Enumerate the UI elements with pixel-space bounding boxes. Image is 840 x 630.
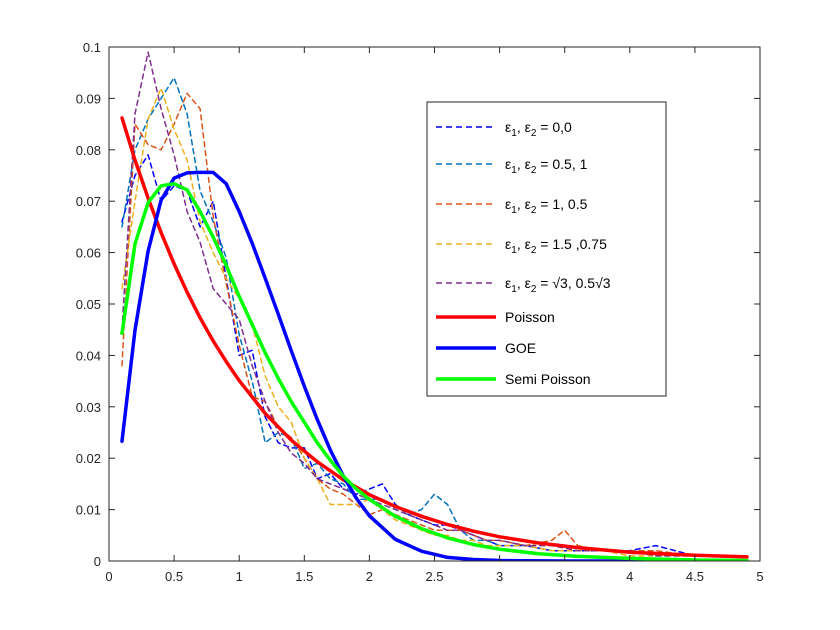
series-line-poisson xyxy=(120,116,749,559)
y-tick-label: 0.03 xyxy=(76,400,101,415)
legend-label: ε1, ε2 = 1.5 ,0.75 xyxy=(505,236,607,256)
series-line-1-2-3-0-5-3 xyxy=(121,51,748,557)
y-tick-label: 0 xyxy=(94,554,101,569)
legend-label: ε1, ε2 = 1, 0.5 xyxy=(505,196,588,216)
series-layer xyxy=(120,51,749,561)
series-line-1-2-1-5-0-75 xyxy=(121,87,748,557)
x-tick-label: 5 xyxy=(756,569,763,584)
x-tick-label: 2.5 xyxy=(425,569,443,584)
legend-label: ε1, ε2 = 0,0 xyxy=(505,119,572,139)
x-tick-label: 1.5 xyxy=(295,569,313,584)
x-tick-label: 3 xyxy=(496,569,503,584)
legend: ε1, ε2 = 0,0 ε1, ε2 = 0.5, 1 ε1, ε2 = 1, 0… xyxy=(426,101,667,397)
x-tick-label: 4.5 xyxy=(686,569,704,584)
legend-label: ε1, ε2 = √3, 0.5√3 xyxy=(505,275,611,295)
y-tick-label: 0.05 xyxy=(76,297,101,312)
series-line-semi-poisson xyxy=(120,181,749,561)
plot-area xyxy=(120,51,749,561)
x-tick-label: 3.5 xyxy=(556,569,574,584)
y-tick-label: 0.1 xyxy=(83,40,101,55)
ticks-layer: 0 0.5 1 1.5 2 2.5 3 3.5 4 4.5 5 0 0.01 0.02 0.03 0.04 0.… xyxy=(76,40,764,584)
legend-label: Poisson xyxy=(505,309,555,325)
y-tick-label: 0.04 xyxy=(76,348,101,363)
x-tick-label: 0.5 xyxy=(165,569,183,584)
y-tick-label: 0.06 xyxy=(76,246,101,261)
series-line-1-2-0-5-1 xyxy=(121,77,748,557)
x-tick-label: 2 xyxy=(366,569,373,584)
legend-label: GOE xyxy=(505,340,536,356)
series-line-goe xyxy=(120,170,749,561)
y-tick-label: 0.08 xyxy=(76,143,101,158)
y-tick-label: 0.01 xyxy=(76,503,101,518)
y-tick-label: 0.09 xyxy=(76,91,101,106)
legend-label: Semi Poisson xyxy=(505,371,591,387)
legend-label: ε1, ε2 = 0.5, 1 xyxy=(505,156,588,176)
x-tick-label: 0 xyxy=(105,569,112,584)
y-tick-label: 0.07 xyxy=(76,194,101,209)
x-tick-label: 1 xyxy=(236,569,243,584)
y-tick-label: 0.02 xyxy=(76,451,101,466)
x-tick-label: 4 xyxy=(626,569,633,584)
